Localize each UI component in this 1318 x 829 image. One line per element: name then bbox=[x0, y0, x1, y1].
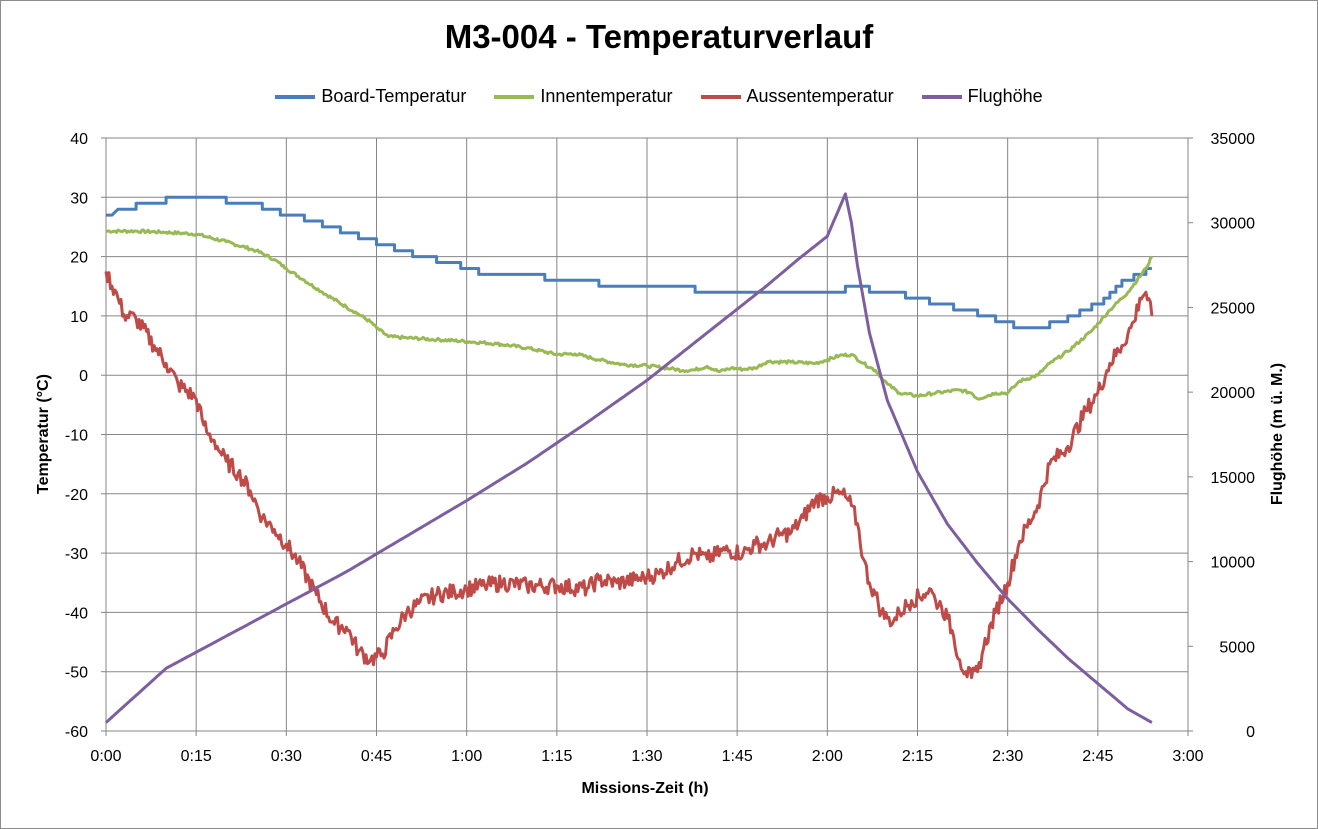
x-tick-label: 0:30 bbox=[271, 748, 302, 765]
y-tick-label: 40 bbox=[70, 131, 88, 148]
legend-label-hoehe: Flughöhe bbox=[967, 86, 1043, 106]
x-tick-label: 0:45 bbox=[361, 748, 392, 765]
y-tick-label: 30 bbox=[70, 190, 88, 207]
legend-swatch-aussen bbox=[700, 94, 741, 99]
y2-tick-label: 30000 bbox=[1211, 216, 1256, 233]
x-tick-label: 2:00 bbox=[812, 748, 843, 765]
y2-tick-label: 15000 bbox=[1211, 470, 1256, 487]
legend-item-aussen: Aussentemperatur bbox=[700, 86, 894, 107]
chart-legend: Board-Temperatur Innentemperatur Aussent… bbox=[0, 86, 1318, 107]
y-tick-label: -60 bbox=[65, 724, 88, 741]
x-tick-label: 3:00 bbox=[1172, 748, 1203, 765]
x-axis-title: Missions-Zeit (h) bbox=[581, 780, 709, 797]
legend-label-board: Board-Temperatur bbox=[321, 86, 467, 106]
series-line-3 bbox=[104, 271, 1154, 680]
y-tick-label: -40 bbox=[65, 605, 88, 622]
y-tick-label: -20 bbox=[65, 487, 88, 504]
legend-label-aussen: Aussentemperatur bbox=[746, 86, 894, 106]
y-axis-title-left: Temperatur (°C) bbox=[35, 374, 52, 494]
x-tick-label: 0:00 bbox=[90, 748, 121, 765]
y-tick-label: 20 bbox=[70, 250, 88, 267]
y-tick-label: -30 bbox=[65, 546, 88, 563]
y-tick-label: 0 bbox=[79, 368, 88, 385]
series-line-4 bbox=[105, 192, 1153, 724]
legend-label-innen: Innentemperatur bbox=[540, 86, 673, 106]
x-tick-label: 1:00 bbox=[451, 748, 482, 765]
y-axis-title-right: Flughöhe (m ü. M.) bbox=[1269, 362, 1286, 506]
legend-swatch-innen bbox=[494, 94, 535, 99]
y2-tick-label: 10000 bbox=[1211, 555, 1256, 572]
y2-tick-label: 0 bbox=[1246, 724, 1255, 741]
x-tick-label: 0:15 bbox=[181, 748, 212, 765]
y-tick-label: -50 bbox=[65, 665, 88, 682]
legend-item-board: Board-Temperatur bbox=[275, 86, 466, 107]
x-tick-label: 1:30 bbox=[631, 748, 662, 765]
y2-tick-label: 35000 bbox=[1211, 131, 1256, 148]
legend-item-innen: Innentemperatur bbox=[494, 86, 673, 107]
y2-tick-label: 5000 bbox=[1219, 639, 1255, 656]
y2-tick-label: 20000 bbox=[1211, 385, 1256, 402]
x-tick-label: 2:30 bbox=[992, 748, 1023, 765]
legend-swatch-board bbox=[275, 94, 316, 99]
x-tick-label: 1:15 bbox=[541, 748, 572, 765]
x-tick-label: 1:45 bbox=[722, 748, 753, 765]
series-line-2 bbox=[106, 228, 1153, 401]
y-tick-label: 10 bbox=[70, 309, 88, 326]
y2-tick-label: 25000 bbox=[1211, 300, 1256, 317]
series-line-1 bbox=[106, 195, 1152, 330]
y-tick-label: -10 bbox=[65, 428, 88, 445]
legend-swatch-hoehe bbox=[921, 94, 962, 99]
x-tick-label: 2:15 bbox=[902, 748, 933, 765]
chart-title: M3-004 - Temperaturverlauf bbox=[444, 18, 874, 55]
x-tick-label: 2:45 bbox=[1082, 748, 1113, 765]
legend-item-hoehe: Flughöhe bbox=[921, 86, 1043, 107]
